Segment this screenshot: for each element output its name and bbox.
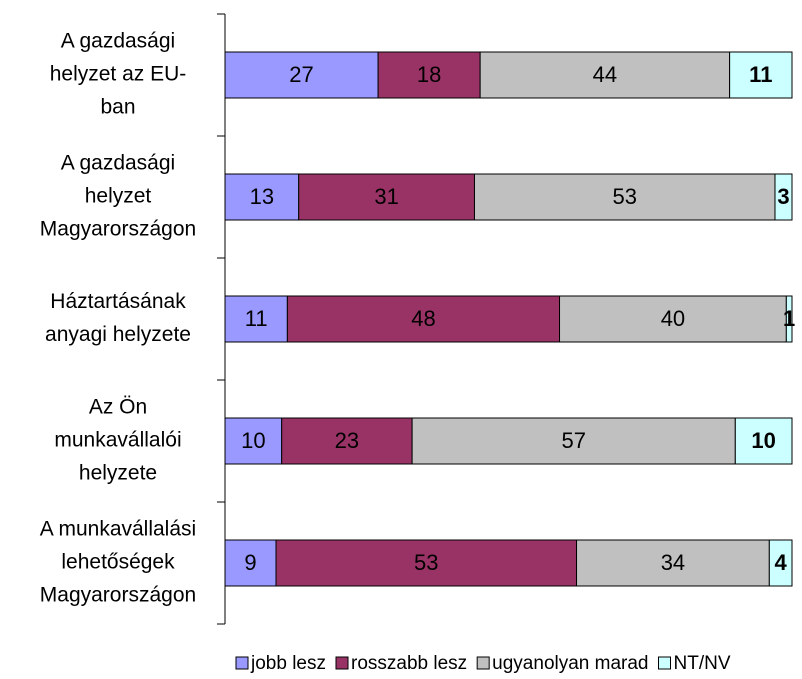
value-label: 48 bbox=[411, 306, 435, 331]
bar-segment bbox=[576, 539, 770, 587]
bar-segment bbox=[298, 173, 475, 221]
category-label: Háztartásának bbox=[50, 290, 186, 313]
value-label: 34 bbox=[661, 550, 685, 575]
value-label: 40 bbox=[661, 306, 685, 331]
category-label: helyzete bbox=[79, 462, 157, 485]
legend-label: ugyanolyan marad bbox=[492, 653, 648, 674]
bar-segment bbox=[224, 539, 277, 587]
category-label: A gazdasági bbox=[61, 152, 175, 175]
bar-segment bbox=[774, 173, 793, 221]
value-label: 9 bbox=[244, 550, 256, 575]
value-label: 10 bbox=[241, 428, 265, 453]
category-label: ban bbox=[100, 96, 135, 119]
value-label: 53 bbox=[612, 184, 636, 209]
value-label: 27 bbox=[289, 62, 313, 87]
bar-segment bbox=[411, 417, 736, 465]
legend-swatch bbox=[658, 656, 671, 670]
value-label: 57 bbox=[561, 428, 585, 453]
legend-swatch bbox=[476, 656, 490, 670]
bar-segment bbox=[224, 173, 300, 221]
category-label: A munkavállalási bbox=[40, 518, 196, 541]
legend-label: rosszabb lesz bbox=[351, 653, 467, 674]
bar-segment bbox=[785, 295, 793, 343]
category-label: helyzet bbox=[85, 185, 152, 208]
legend-label: NT/NV bbox=[674, 653, 731, 674]
bar-segment bbox=[729, 51, 793, 99]
category-label: munkavállalói bbox=[54, 429, 181, 452]
value-label: 18 bbox=[417, 62, 441, 87]
category-label: A gazdasági bbox=[61, 30, 175, 53]
legend-swatch bbox=[335, 656, 349, 670]
category-label: Magyarországon bbox=[40, 584, 196, 607]
value-label: 1 bbox=[783, 306, 795, 331]
legend-label: jobb lesz bbox=[250, 653, 326, 674]
value-label: 53 bbox=[414, 550, 438, 575]
value-label: 10 bbox=[751, 428, 775, 453]
value-label: 31 bbox=[374, 184, 398, 209]
category-label: helyzet az EU- bbox=[50, 63, 187, 86]
bar-segment bbox=[768, 539, 793, 587]
value-label: 13 bbox=[250, 184, 274, 209]
legend-swatch bbox=[235, 656, 249, 670]
category-label: Magyarországon bbox=[40, 218, 196, 241]
bar-segment bbox=[224, 51, 379, 99]
value-label: 3 bbox=[777, 184, 789, 209]
bar-segment bbox=[479, 51, 731, 99]
value-label: 4 bbox=[775, 550, 788, 575]
bar-segment bbox=[734, 417, 793, 465]
category-label: Az Ön bbox=[89, 396, 147, 419]
value-label: 11 bbox=[749, 62, 772, 87]
bar-segment bbox=[224, 417, 283, 465]
bar-segment bbox=[286, 295, 561, 343]
category-label: lehetőségek bbox=[61, 551, 175, 574]
bar-segment bbox=[377, 51, 481, 99]
value-label: 44 bbox=[593, 62, 617, 87]
bar-segment bbox=[275, 539, 578, 587]
category-label: anyagi helyzete bbox=[45, 323, 191, 346]
bar-segment bbox=[559, 295, 787, 343]
value-label: 23 bbox=[335, 428, 359, 453]
bar-segment bbox=[281, 417, 413, 465]
value-label: 11 bbox=[245, 306, 268, 331]
bar-segment bbox=[224, 295, 288, 343]
